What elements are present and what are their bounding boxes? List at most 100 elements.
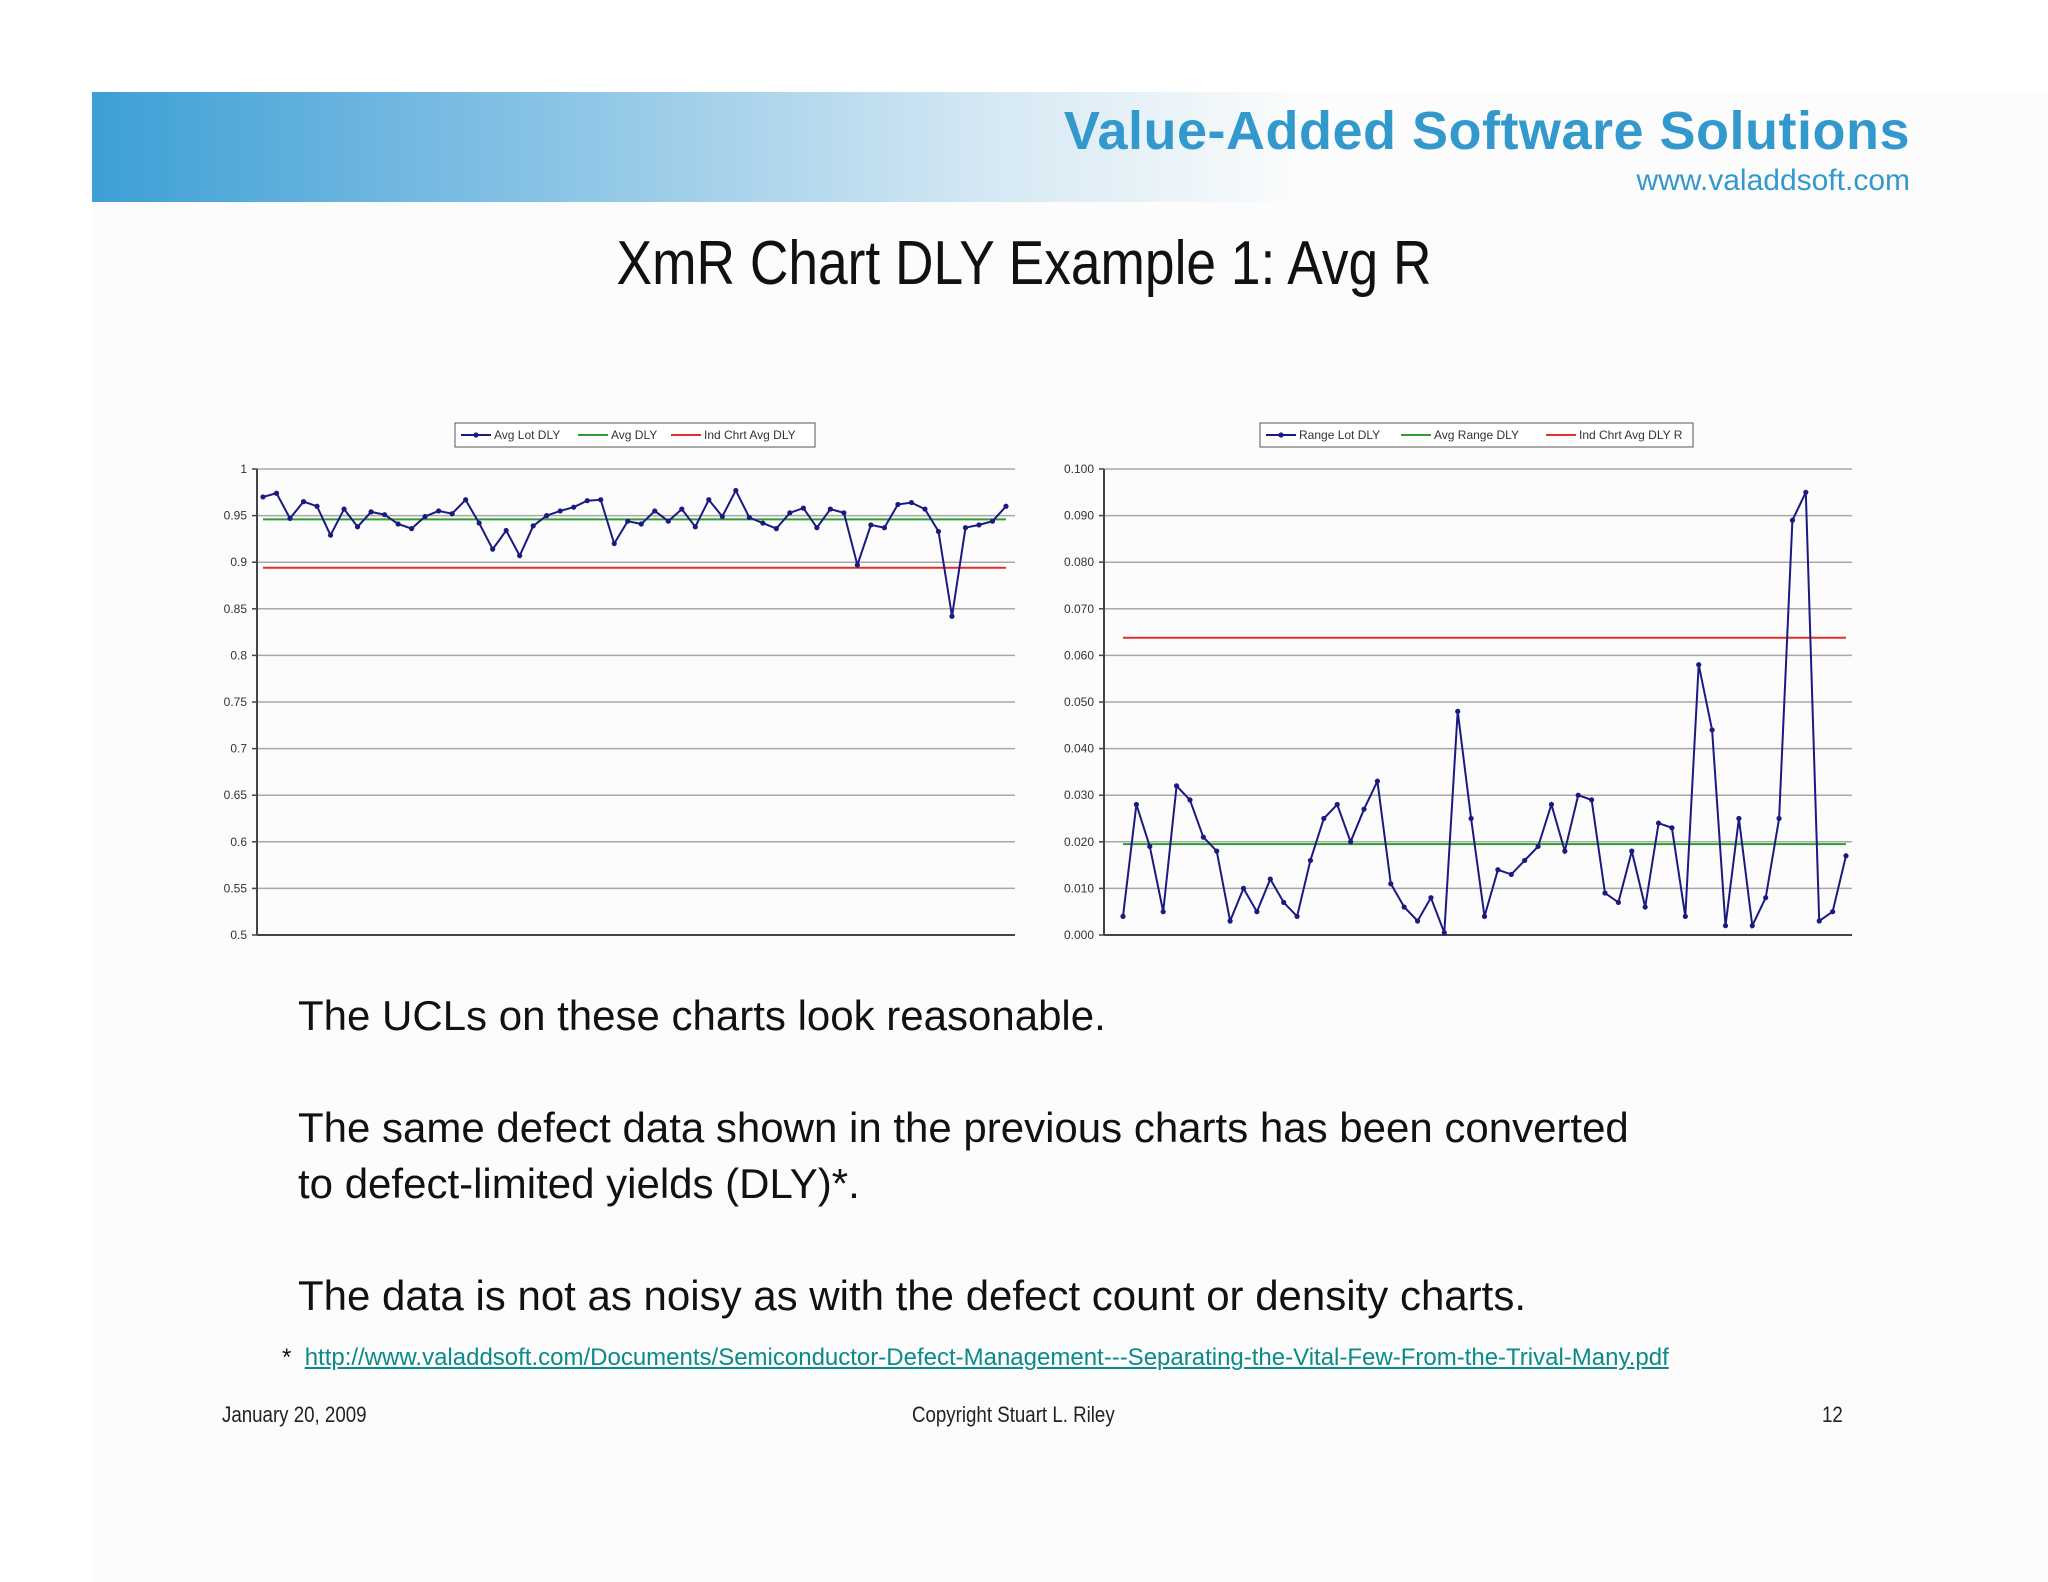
- data-point: [760, 520, 766, 526]
- data-point: [463, 497, 469, 503]
- data-point: [1682, 913, 1688, 919]
- data-point: [1455, 708, 1461, 714]
- y-tick-label: 0.95: [224, 509, 248, 523]
- data-point: [273, 490, 280, 496]
- data-point: [814, 525, 820, 531]
- slide-title: XmR Chart DLY Example 1: Avg R: [616, 229, 1432, 298]
- avg-lot-dly-chart: 1 0.95 0.9 0.85 0.8 0.75 0.7 0.65 0.6 0.55 0.5 Avg …: [200, 410, 1020, 950]
- data-point: [1374, 778, 1380, 784]
- legend-label: Ind Chrt Avg DLY R: [1579, 428, 1683, 442]
- y-tick-label: 0.75: [224, 695, 248, 709]
- data-point: [1709, 727, 1715, 733]
- data-point: [327, 532, 334, 538]
- data-point: [1401, 904, 1407, 910]
- data-point: [1160, 909, 1166, 915]
- y-tick-label: 0.040: [1064, 742, 1094, 756]
- y-tick-label: 0.020: [1064, 835, 1094, 849]
- data-point: [287, 515, 293, 521]
- data-point: [787, 510, 793, 516]
- data-point: [409, 526, 415, 532]
- y-tick-label: 0.080: [1064, 555, 1094, 569]
- data-point: [1187, 797, 1193, 803]
- data-point: [1147, 843, 1153, 850]
- data-point: [1294, 913, 1300, 919]
- data-point: [1589, 797, 1595, 803]
- data-point: [908, 499, 915, 506]
- brand-logo: Value-Added Software Solutions: [1063, 101, 1910, 161]
- data-point: [1789, 517, 1796, 523]
- legend-marker: [473, 432, 479, 438]
- page-number: 12: [1822, 1402, 1843, 1427]
- series-line: [1122, 491, 1847, 934]
- data-point: [368, 509, 374, 515]
- data-point: [1508, 871, 1514, 878]
- data-point: [962, 525, 969, 531]
- y-tick-label: 0.9: [230, 555, 247, 569]
- data-point: [314, 503, 320, 509]
- y-tick-label: 0.060: [1064, 648, 1094, 662]
- data-point: [1267, 876, 1273, 882]
- chart-svg: 1 0.95 0.9 0.85 0.8 0.75 0.7 0.65 0.6 0.55 0.5 Avg …: [224, 422, 1015, 942]
- data-point: [1120, 913, 1126, 919]
- legend-box: [454, 422, 816, 448]
- legend-label: Ind Chrt Avg DLY: [704, 428, 796, 442]
- data-point: [341, 506, 347, 512]
- data-point: [1602, 890, 1608, 896]
- data-point: [1003, 503, 1009, 509]
- data-point: [854, 562, 861, 568]
- y-tick-label: 0.7: [230, 742, 247, 756]
- data-point: [1254, 909, 1260, 915]
- body-line-noise: The data is not as noisy as with the def…: [298, 1272, 1526, 1319]
- data-point: [719, 513, 725, 520]
- data-point: [949, 613, 955, 619]
- data-point: [773, 526, 779, 532]
- y-tick-label: 0.5: [230, 928, 247, 942]
- y-tick-label: 0.010: [1064, 881, 1094, 895]
- data-point: [557, 508, 563, 514]
- footnote-link[interactable]: http://www.valaddsoft.com/Documents/Semi…: [304, 1344, 1669, 1371]
- data-point: [706, 497, 712, 503]
- y-tick-label: 0.050: [1064, 695, 1094, 709]
- data-point: [1522, 857, 1528, 864]
- y-tick-label: 1: [240, 462, 247, 476]
- data-point: [395, 521, 401, 527]
- data-point: [1722, 923, 1729, 929]
- data-point: [517, 553, 523, 559]
- data-point: [1830, 909, 1836, 915]
- body-line-dly: to defect-limited yields (DLY)*.: [298, 1160, 860, 1207]
- data-point: [1669, 825, 1675, 831]
- y-tick-label: 0.000: [1064, 928, 1094, 942]
- data-point: [1281, 899, 1287, 905]
- data-point: [1629, 848, 1635, 854]
- data-point: [571, 504, 577, 510]
- data-point: [1562, 848, 1568, 854]
- body-line-converted: The same defect data shown in the previo…: [298, 1104, 1629, 1151]
- data-point: [584, 498, 590, 504]
- y-tick-label: 0.8: [230, 648, 247, 662]
- data-point: [1548, 801, 1555, 808]
- header-banner: [92, 92, 2048, 202]
- brand-url: www.valaddsoft.com: [1636, 164, 1910, 197]
- data-point: [1227, 918, 1233, 924]
- y-tick-label: 0.6: [230, 835, 247, 849]
- data-point: [503, 527, 509, 534]
- data-point: [1307, 857, 1314, 864]
- data-point: [1441, 930, 1447, 936]
- data-point: [300, 499, 307, 505]
- data-point: [1803, 489, 1809, 495]
- data-point: [1535, 843, 1541, 850]
- data-point: [1240, 885, 1247, 891]
- data-point: [800, 505, 806, 511]
- data-point: [1615, 899, 1621, 905]
- data-point: [1414, 918, 1421, 924]
- data-point: [1361, 806, 1367, 812]
- data-point: [1348, 839, 1354, 845]
- data-point: [625, 518, 631, 524]
- data-point: [1468, 815, 1474, 822]
- data-point: [598, 497, 604, 503]
- data-point: [449, 511, 455, 517]
- legend-label: Avg DLY: [611, 428, 657, 442]
- data-point: [746, 514, 752, 521]
- y-tick-label: 0.65: [224, 788, 248, 802]
- data-point: [692, 524, 698, 530]
